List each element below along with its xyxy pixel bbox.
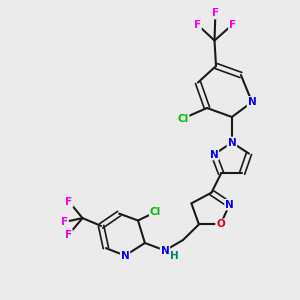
Text: F: F: [65, 196, 73, 207]
Text: N: N: [160, 245, 169, 256]
Text: Cl: Cl: [150, 207, 161, 217]
Text: F: F: [212, 8, 219, 19]
Text: N: N: [121, 250, 130, 261]
Text: F: F: [194, 20, 201, 30]
Text: F: F: [61, 217, 68, 227]
Text: N: N: [248, 97, 256, 107]
Text: N: N: [227, 137, 236, 148]
Text: N: N: [225, 200, 234, 210]
Text: F: F: [229, 20, 236, 30]
Text: H: H: [170, 251, 179, 261]
Text: N: N: [209, 149, 218, 160]
Text: Cl: Cl: [177, 113, 189, 124]
Text: O: O: [216, 219, 225, 230]
Text: F: F: [65, 230, 72, 240]
